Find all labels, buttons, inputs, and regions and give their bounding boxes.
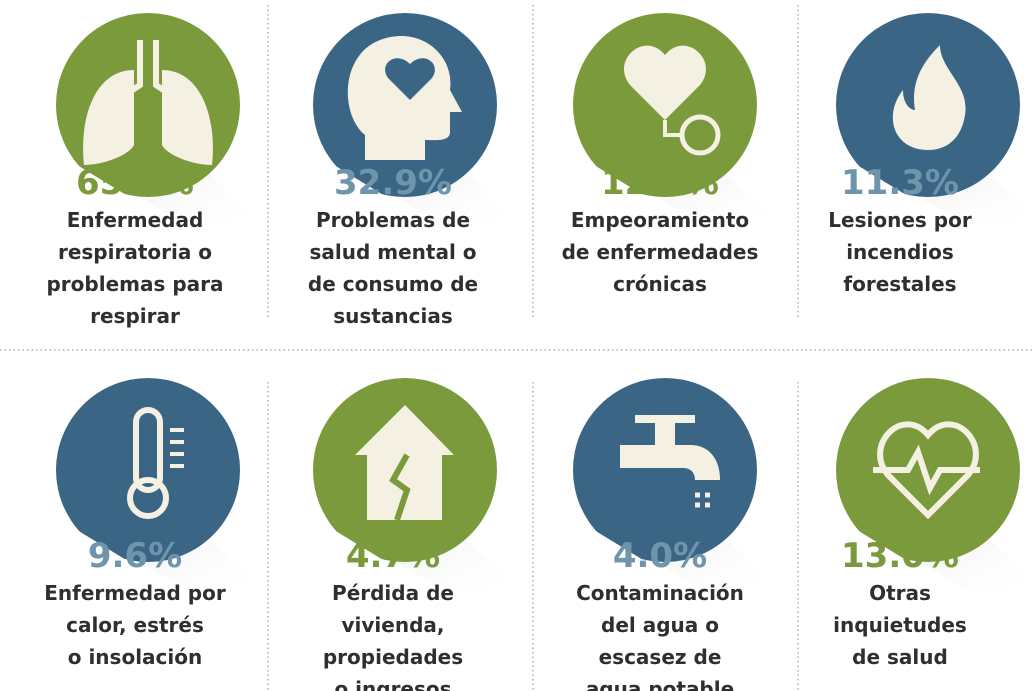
icon	[873, 444, 980, 496]
label: salud mental o	[309, 240, 476, 264]
label: Empeoramiento	[571, 208, 749, 232]
item: 12.4% Empeoramiento de enfermedades crónica…	[545, 13, 780, 296]
label: de salud	[852, 645, 948, 669]
label: sustancias	[333, 304, 452, 328]
label: agua potable	[586, 677, 734, 691]
circle-cut	[808, 135, 988, 245]
icon	[695, 492, 710, 508]
item: 9.6% Enfermedad por calor, estrés o insolac…	[28, 378, 263, 669]
circle-cut	[545, 500, 725, 610]
label: del agua o	[601, 613, 719, 637]
item: 65.6% Enfermedad respiratoria o problemas p…	[28, 13, 263, 328]
label: Enfermedad	[67, 208, 204, 232]
label: Enfermedad por	[44, 581, 226, 605]
label: Pérdida de	[332, 581, 454, 605]
label: inquietudes	[833, 613, 967, 637]
icon-circle	[56, 378, 240, 562]
circle-cut	[808, 500, 988, 610]
label: problemas para	[46, 272, 223, 296]
icon	[663, 120, 680, 137]
label: crónicas	[613, 272, 707, 296]
item: 4.0% Contaminación del agua o escasez de agu…	[545, 378, 780, 691]
label: respirar	[90, 304, 180, 328]
circle-cut	[545, 135, 725, 245]
label: calor, estrés	[66, 613, 204, 637]
label: escasez de	[599, 645, 722, 669]
label: o insolación	[68, 645, 202, 669]
label: o ingresos	[334, 677, 451, 691]
icon	[389, 453, 411, 521]
label: Lesiones por	[828, 208, 972, 232]
circle-cut	[28, 135, 208, 245]
icon	[679, 114, 721, 156]
circle-cut	[285, 500, 465, 610]
item: 32.9% Problemas de salud mental o de consum…	[285, 13, 520, 328]
label: Contaminación	[576, 581, 744, 605]
icon	[892, 45, 966, 150]
item: 13.0% Otras inquietudes de salud	[808, 378, 1032, 669]
label: vivienda,	[342, 613, 445, 637]
percent: 4.0%	[613, 536, 707, 576]
icon	[620, 445, 720, 480]
label: de consumo de	[308, 272, 478, 296]
icon	[624, 45, 706, 120]
item: 11.3% Lesiones por incendios forestales	[808, 13, 1032, 296]
label: Otras	[869, 581, 931, 605]
icon-circle	[573, 378, 757, 562]
percent: 4.7%	[346, 536, 440, 576]
icon	[83, 70, 213, 165]
icon	[655, 420, 675, 445]
percent: 9.6%	[88, 536, 182, 576]
label: incendios	[846, 240, 954, 264]
label: forestales	[843, 272, 956, 296]
percent: 13.0%	[841, 536, 959, 576]
icon	[635, 415, 695, 423]
percent: 11.3%	[841, 163, 959, 203]
label: respiratoria o	[58, 240, 212, 264]
percent: 12.4%	[601, 163, 719, 203]
icon-circle	[836, 378, 1020, 562]
item: 4.7% Pérdida de vivienda, propiedades o ingr…	[285, 378, 520, 691]
circle-cut	[285, 135, 465, 245]
icon	[877, 421, 979, 520]
label: Problemas de	[316, 208, 470, 232]
percent: 65.6%	[76, 163, 194, 203]
icon	[127, 477, 169, 519]
label: propiedades	[323, 645, 463, 669]
icon	[133, 407, 163, 493]
icon	[170, 428, 184, 468]
icon	[385, 58, 435, 100]
label: de enfermedades	[562, 240, 759, 264]
percent: 32.9%	[334, 163, 452, 203]
circle-cut	[28, 500, 208, 610]
